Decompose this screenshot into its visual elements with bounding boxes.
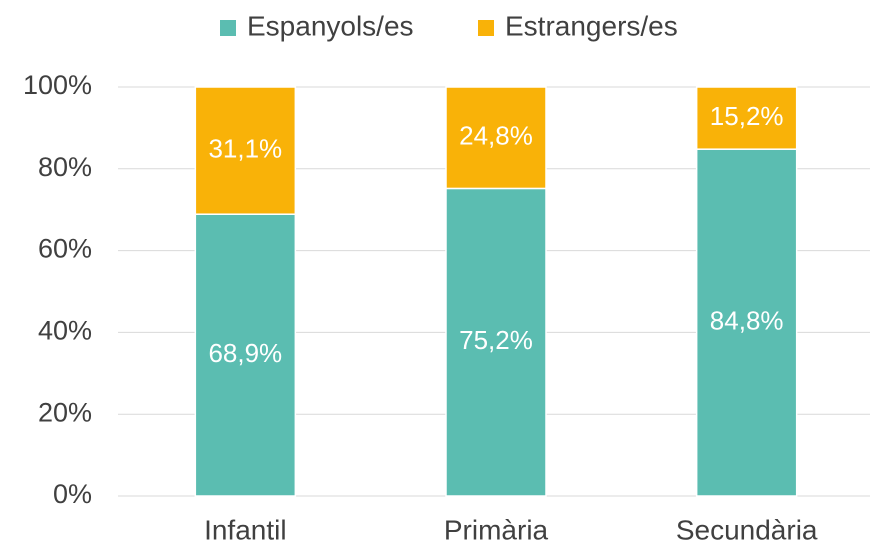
y-tick-label: 100% (23, 70, 92, 100)
y-tick-label: 0% (53, 479, 92, 509)
legend-label: Espanyols/es (247, 10, 414, 41)
data-label: 84,8% (710, 305, 784, 335)
legend-swatch (220, 20, 236, 36)
data-label: 68,9% (208, 338, 282, 368)
bar-segment (194, 86, 297, 215)
x-tick-label: Primària (444, 514, 549, 545)
bar-segment (695, 86, 798, 150)
x-tick-label: Infantil (204, 514, 287, 545)
data-label: 24,8% (459, 121, 533, 151)
data-label: 15,2% (710, 101, 784, 131)
bar-segment (695, 148, 798, 497)
bar-segment (194, 213, 297, 497)
y-tick-label: 20% (38, 397, 92, 427)
x-tick-label: Secundària (676, 514, 818, 545)
legend-label: Estrangers/es (505, 10, 678, 41)
y-tick-label: 40% (38, 316, 92, 346)
bar-segment (445, 86, 547, 190)
data-label: 31,1% (208, 133, 282, 163)
data-label: 75,2% (459, 325, 533, 355)
bar-segment (445, 187, 547, 497)
legend-swatch (478, 20, 494, 36)
y-tick-label: 60% (38, 234, 92, 264)
y-tick-label: 80% (38, 152, 92, 182)
